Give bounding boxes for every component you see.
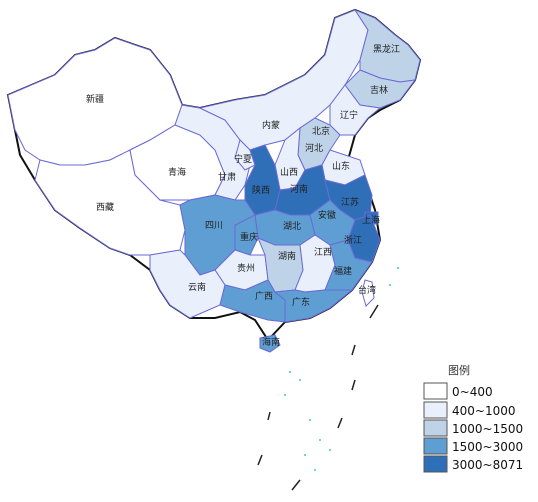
label-shaanxi: 陕西 bbox=[252, 184, 270, 196]
legend-row-2: 1000~1500 bbox=[423, 419, 523, 437]
region-taiwan[interactable] bbox=[361, 279, 375, 307]
region-ningxia[interactable] bbox=[234, 139, 256, 171]
label-xinjiang: 新疆 bbox=[86, 93, 104, 105]
legend-swatch-1 bbox=[423, 401, 448, 419]
region-hainan[interactable] bbox=[259, 334, 281, 353]
legend-label-4: 3000~8071 bbox=[452, 458, 523, 472]
label-chongqing: 重庆 bbox=[240, 231, 258, 243]
legend-row-4: 3000~8071 bbox=[423, 455, 523, 473]
label-qinghai: 青海 bbox=[168, 166, 186, 178]
legend-swatch-3 bbox=[423, 437, 448, 455]
legend-row-0: 0~400 bbox=[423, 382, 493, 400]
label-jilin: 吉林 bbox=[370, 84, 388, 96]
legend-label-3: 1500~3000 bbox=[452, 440, 523, 454]
label-guangxi: 广西 bbox=[255, 290, 273, 302]
label-ningxia: 宁夏 bbox=[234, 153, 252, 165]
label-henan: 河南 bbox=[290, 183, 308, 195]
label-heilongjiang: 黑龙江 bbox=[373, 43, 400, 55]
label-gansu: 甘肃 bbox=[218, 171, 236, 183]
label-hainan: 海南 bbox=[262, 336, 280, 348]
legend-label-1: 400~1000 bbox=[452, 404, 516, 418]
label-guangdong: 广东 bbox=[292, 296, 310, 308]
label-shanghai: 上海 bbox=[362, 214, 380, 226]
label-hebei: 河北 bbox=[305, 142, 323, 154]
label-anhui: 安徽 bbox=[318, 209, 336, 221]
label-shanxi: 山西 bbox=[280, 167, 298, 178]
region-labels: 黑龙江 吉林 辽宁 内蒙 北京 河北 山西 山东 河南 陕西 宁夏 甘肃 青海 … bbox=[86, 43, 400, 348]
label-zhejiang: 浙江 bbox=[344, 234, 362, 246]
label-guizhou: 贵州 bbox=[237, 262, 255, 274]
legend: 图例 0~400 400~1000 1000~1500 1500~3000 30… bbox=[423, 363, 523, 473]
region-liaoning[interactable] bbox=[329, 84, 382, 136]
legend-row-3: 1500~3000 bbox=[423, 437, 523, 455]
label-jiangxi: 江西 bbox=[314, 247, 332, 258]
label-neimeng: 内蒙 bbox=[262, 119, 280, 131]
label-yunnan: 云南 bbox=[188, 281, 206, 293]
legend-swatch-4 bbox=[423, 455, 448, 473]
label-shandong: 山东 bbox=[332, 160, 350, 172]
island-dots bbox=[284, 267, 399, 471]
label-taiwan: 台湾 bbox=[358, 284, 376, 296]
label-fujian: 福建 bbox=[334, 265, 352, 277]
legend-swatch-0 bbox=[423, 382, 448, 400]
legend-swatch-2 bbox=[423, 419, 448, 437]
label-hunan: 湖南 bbox=[278, 250, 296, 262]
label-sichuan: 四川 bbox=[205, 221, 223, 231]
label-jiangsu: 江苏 bbox=[341, 196, 359, 208]
legend-title: 图例 bbox=[448, 363, 470, 377]
legend-label-2: 1000~1500 bbox=[452, 422, 523, 436]
label-xizang: 西藏 bbox=[96, 201, 114, 213]
legend-row-1: 400~1000 bbox=[423, 401, 516, 419]
legend-label-0: 0~400 bbox=[452, 385, 493, 399]
nine-dash-line bbox=[257, 304, 379, 491]
label-liaoning: 辽宁 bbox=[340, 109, 358, 121]
label-beijing: 北京 bbox=[312, 125, 330, 137]
label-hubei: 湖北 bbox=[283, 221, 301, 232]
region-guangdong[interactable] bbox=[273, 289, 354, 323]
